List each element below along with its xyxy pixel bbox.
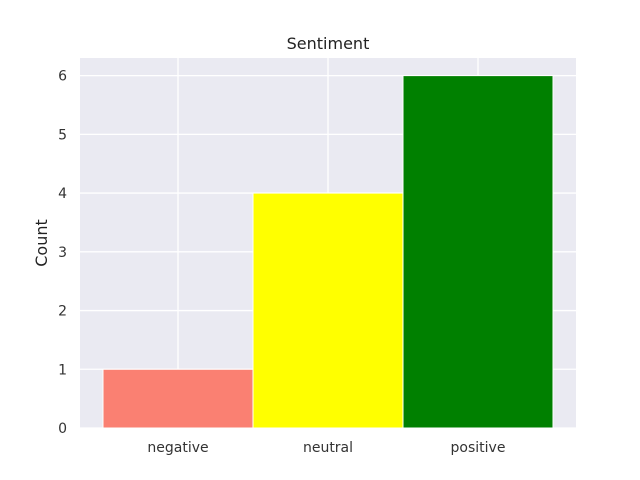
- y-tick-labels: 0 1 2 3 4 5 6: [58, 69, 67, 437]
- x-tick-label: negative: [147, 440, 208, 456]
- y-tick-label: 4: [58, 186, 67, 202]
- chart-title: Sentiment: [287, 34, 370, 53]
- x-tick-label: positive: [451, 440, 506, 456]
- y-axis-label: Count: [32, 219, 51, 267]
- y-tick-label: 0: [58, 421, 67, 437]
- y-tick-label: 3: [58, 245, 67, 261]
- y-tick-label: 5: [58, 127, 67, 143]
- x-tick-labels: negative neutral positive: [147, 440, 505, 456]
- y-tick-label: 6: [58, 69, 67, 85]
- bar-neutral: [252, 192, 404, 429]
- x-tick-label: neutral: [303, 440, 353, 456]
- y-tick-label: 2: [58, 304, 67, 320]
- bar-positive: [402, 75, 554, 429]
- bar-negative: [102, 368, 254, 429]
- bars: [102, 75, 554, 429]
- y-tick-label: 1: [58, 362, 67, 378]
